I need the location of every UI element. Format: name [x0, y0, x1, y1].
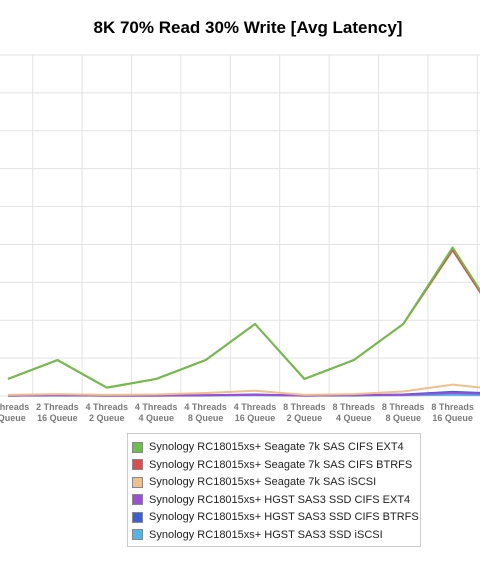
legend-item[interactable]: Synology RC18015xs+ Seagate 7k SAS iSCSI — [132, 473, 376, 491]
x-tick-label: 8 Threads 16 Queue — [431, 402, 474, 423]
series-line — [7, 249, 480, 389]
legend-swatch — [132, 476, 143, 488]
legend-swatch — [132, 459, 143, 470]
chart-legend: Synology RC18015xs+ Seagate 7k SAS CIFS … — [127, 433, 421, 547]
legend-swatch — [132, 441, 143, 453]
legend-swatch — [132, 529, 143, 540]
chart-title: 8K 70% Read 30% Write [Avg Latency] — [93, 18, 403, 37]
legend-label: Synology RC18015xs+ Seagate 7k SAS CIFS … — [149, 441, 404, 453]
x-tick-label: 4 Threads 4 Queue — [135, 402, 178, 423]
legend-item[interactable]: Synology RC18015xs+ HGST SAS3 SSD iSCSI — [132, 526, 383, 544]
x-tick-label: 4 Threads 8 Queue — [184, 402, 227, 423]
legend-swatch — [132, 511, 143, 523]
legend-swatch — [132, 494, 143, 505]
x-tick-label: 8 Threads 4 Queue — [333, 402, 376, 423]
legend-item[interactable]: Synology RC18015xs+ HGST SAS3 SSD CIFS B… — [132, 508, 419, 526]
legend-item[interactable]: Synology RC18015xs+ HGST SAS3 SSD CIFS E… — [132, 491, 410, 509]
legend-label: Synology RC18015xs+ Seagate 7k SAS iSCSI — [149, 476, 377, 488]
x-tick-label: 2 Threads 16 Queue — [36, 402, 79, 423]
legend-label: Synology RC18015xs+ HGST SAS3 SSD CIFS E… — [149, 493, 411, 506]
x-tick-label: 8 Threads 8 Queue — [382, 402, 425, 423]
legend-item[interactable]: Synology RC18015xs+ Seagate 7k SAS CIFS … — [132, 438, 404, 456]
legend-label: Synology RC18015xs+ Seagate 7k SAS CIFS … — [149, 458, 413, 471]
x-tick-label: 4 Threads 2 Queue — [86, 402, 129, 423]
legend-label: Synology RC18015xs+ HGST SAS3 SSD CIFS B… — [149, 511, 419, 523]
series-line — [7, 383, 480, 396]
x-tick-label: 8 Threads 2 Queue — [283, 402, 326, 423]
x-tick-label: 4 Threads 16 Queue — [234, 402, 277, 423]
legend-item[interactable]: Synology RC18015xs+ Seagate 7k SAS CIFS … — [132, 456, 412, 474]
series-line — [7, 246, 480, 389]
legend-label: Synology RC18015xs+ HGST SAS3 SSD iSCSI — [149, 528, 383, 541]
